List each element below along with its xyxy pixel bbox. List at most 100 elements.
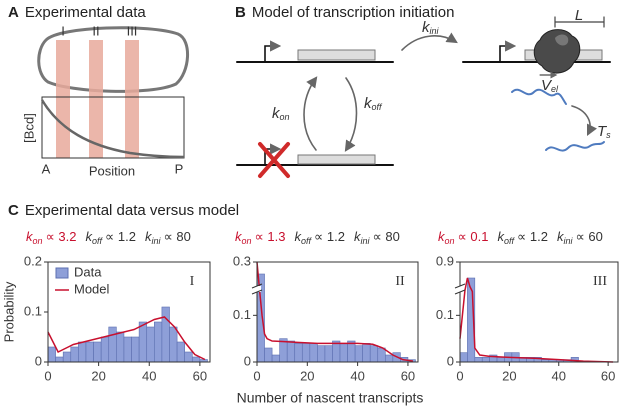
panel-b-drawing (236, 16, 611, 178)
region-band (125, 40, 139, 158)
model-line (256, 261, 414, 362)
rate-label-subscript: on (280, 112, 290, 122)
on-arrow (303, 76, 318, 151)
x-tick-label: 20 (300, 368, 314, 383)
bar (377, 347, 386, 363)
bar (286, 340, 296, 363)
y-tick-label: 0.1 (436, 307, 454, 322)
bar (384, 354, 394, 363)
parameter-value: ∝ 60 (576, 229, 603, 244)
bar (131, 336, 140, 363)
parameter-value: ∝ 80 (164, 229, 191, 244)
panel-letter: C (8, 202, 19, 219)
parameter-value: ∝ 0.1 (458, 229, 489, 244)
bar (354, 345, 363, 363)
parameter-subscript: on (33, 236, 43, 246)
parameter-value: ∝ 3.2 (46, 229, 77, 244)
time-label: Ts (597, 123, 611, 140)
x-tick-label: 0 (456, 368, 463, 383)
bar (317, 345, 326, 363)
parameter-symbol: k (86, 229, 94, 244)
model-line (47, 316, 206, 361)
transcript (511, 88, 567, 105)
bar (496, 357, 505, 363)
bar (154, 321, 163, 363)
x-tick-label: 60 (601, 368, 615, 383)
y-tick-label: 0 (35, 353, 42, 368)
bar (169, 326, 178, 363)
parameter-subscript: off (301, 236, 313, 246)
y-tick-label: 0 (447, 353, 454, 368)
x-tick-label: 0 (253, 368, 260, 383)
rate-label: kon (272, 105, 290, 122)
bar (138, 321, 148, 363)
panel-title: C Experimental data versus model (8, 202, 239, 219)
legend-swatch (55, 267, 69, 279)
bar (85, 341, 94, 363)
panel-title: B Model of transcription initiation (235, 4, 454, 21)
y-tick-label: 0.1 (24, 303, 42, 318)
bar (294, 343, 303, 363)
panel-title-text: Experimental data (25, 4, 147, 21)
release-arrow (571, 105, 598, 137)
parameter-symbol: k (295, 229, 303, 244)
parameter-value: ∝ 1.2 (314, 229, 345, 244)
bar (324, 345, 333, 363)
x-tick-label: 60 (193, 368, 207, 383)
x-tick-label: 40 (142, 368, 156, 383)
velocity-label-subscript: el (551, 84, 559, 94)
bar (146, 326, 155, 363)
parameter-symbol: k (145, 229, 153, 244)
polymerase (533, 29, 581, 74)
time-label-subscript: s (606, 130, 611, 140)
plot-frame (459, 261, 619, 363)
parameter-subscript: ini (361, 236, 371, 246)
bar (62, 351, 72, 363)
x-axis-label: Number of nascent transcripts (237, 390, 424, 406)
legend-label: Model (74, 281, 110, 296)
gradient-curve (40, 99, 185, 159)
parameter-subscript: off (504, 236, 516, 246)
off-arrow (344, 77, 358, 152)
bar (116, 331, 125, 363)
parameter-subscript: ini (152, 236, 162, 246)
bar (161, 306, 170, 363)
panel-title-text: Experimental data versus model (25, 202, 239, 219)
legend-label: Data (74, 264, 102, 279)
panel-title: A Experimental data (8, 4, 146, 21)
transcript (545, 141, 605, 152)
y-tick-label: 0.1 (233, 307, 251, 322)
rate-label-symbol: k (364, 95, 373, 112)
parameter: kon ∝ 3.2 (26, 229, 77, 246)
annotation: II (395, 274, 405, 289)
initiation-arrow (401, 32, 458, 51)
x-axis-label: Position (89, 163, 135, 178)
x-tick-label: 60 (401, 368, 415, 383)
bar (191, 356, 201, 363)
model-line (459, 277, 614, 363)
bar (347, 340, 356, 363)
bar (271, 354, 280, 363)
embryo (37, 26, 190, 93)
bar (93, 341, 102, 363)
bar (47, 346, 56, 363)
parameter-subscript: on (445, 236, 455, 246)
panel-a-drawing (37, 26, 190, 159)
parameter-symbol: k (354, 229, 362, 244)
velocity-label: Vel (541, 77, 559, 94)
parameter-symbol: k (498, 229, 506, 244)
bar (264, 347, 273, 363)
y-axis-label: [Bcd] (21, 113, 36, 143)
parameter-value: ∝ 1.2 (105, 229, 136, 244)
rate-label: kini (422, 19, 440, 36)
parameter-value: ∝ 80 (373, 229, 400, 244)
bar (108, 326, 117, 363)
parameter: koff ∝ 1.2 (86, 229, 137, 246)
y-tick-label: 0.2 (24, 253, 42, 268)
parameter: koff ∝ 1.2 (498, 229, 549, 246)
parameter: kon ∝ 1.3 (235, 229, 286, 246)
plot-frame (256, 261, 419, 363)
bar (100, 336, 110, 363)
rate-label-symbol: k (272, 105, 281, 122)
